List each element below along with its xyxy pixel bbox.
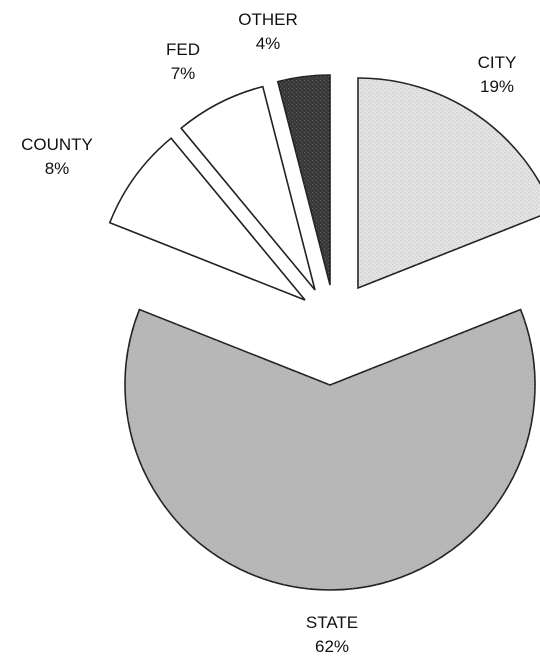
slice-label-state: STATE	[306, 613, 358, 632]
slice-value-state: 62%	[315, 637, 349, 656]
pie-slice-texture-city	[358, 78, 540, 288]
pie-slice-fed	[180, 85, 316, 291]
slice-label-city: CITY	[478, 53, 517, 72]
slice-label-fed: FED	[166, 40, 200, 59]
pie-slice-county	[108, 137, 306, 301]
slice-label-county: COUNTY	[21, 135, 93, 154]
pie-labels: CITY 19% STATE 62% COUNTY 8% FED 7% OTHER 4%	[21, 10, 516, 656]
pie-slice-texture-other	[277, 75, 330, 285]
pie-slices	[108, 74, 540, 591]
slice-value-fed: 7%	[171, 64, 196, 83]
slice-value-county: 8%	[45, 159, 70, 178]
pie-slice-texture-state	[124, 309, 535, 590]
slice-label-other: OTHER	[238, 10, 298, 29]
slice-value-other: 4%	[256, 34, 281, 53]
slice-value-city: 19%	[480, 77, 514, 96]
